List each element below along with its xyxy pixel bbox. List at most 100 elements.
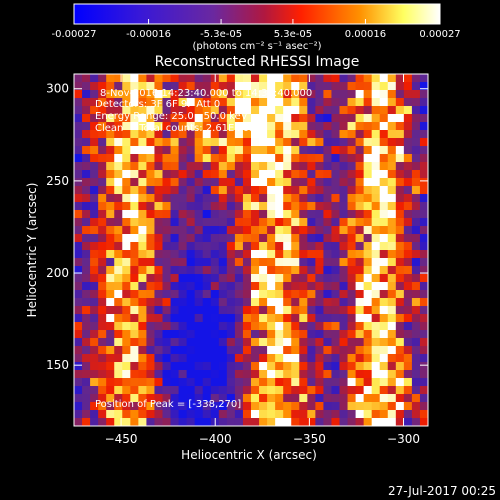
heatmap-cell [154, 178, 164, 187]
heatmap-cell [395, 274, 405, 283]
heatmap-cell [259, 162, 268, 171]
heatmap-cell [138, 354, 148, 363]
heatmap-cell [403, 314, 413, 323]
heatmap-cell [411, 106, 421, 115]
heatmap-cell [371, 186, 381, 195]
heatmap-cell [403, 138, 413, 147]
heatmap-cell [323, 242, 333, 251]
y-tick-label: 200 [46, 266, 69, 280]
heatmap-cell [170, 394, 180, 403]
heatmap-cell [210, 346, 220, 355]
heatmap-cell [307, 250, 316, 259]
heatmap-cell [347, 402, 357, 411]
heatmap-cell [234, 282, 244, 291]
heatmap-cell [74, 346, 83, 355]
heatmap-cell [307, 346, 316, 355]
heatmap-cell [299, 234, 308, 243]
heatmap-cell [162, 274, 172, 283]
heatmap-cell [403, 90, 413, 99]
heatmap-cell [202, 234, 212, 243]
heatmap-cell [154, 122, 164, 131]
heatmap-cell [315, 266, 325, 275]
heatmap-cell [138, 178, 148, 187]
heatmap-cell [331, 154, 341, 163]
heatmap-cell [251, 194, 260, 203]
heatmap-cell [218, 402, 228, 411]
heatmap-cell [98, 418, 107, 426]
heatmap-cell [323, 114, 333, 123]
heatmap-cell [299, 178, 308, 187]
heatmap-cell [315, 194, 325, 203]
heatmap-cell [162, 98, 172, 107]
heatmap-cell [307, 82, 316, 91]
heatmap-cell [387, 90, 397, 99]
heatmap-cell [307, 370, 316, 379]
heatmap-cell [371, 290, 381, 299]
heatmap-cell [234, 290, 244, 299]
heatmap-cell [210, 202, 220, 211]
heatmap-cell [323, 418, 333, 426]
heatmap-cell [355, 98, 365, 107]
heatmap-cell [291, 370, 300, 379]
heatmap-cell [194, 322, 204, 331]
heatmap-cell [387, 162, 397, 171]
heatmap-cell [178, 226, 188, 235]
heatmap-cell [130, 178, 139, 187]
heatmap-cell [170, 138, 180, 147]
heatmap-cell [202, 298, 212, 307]
heatmap-cell [106, 402, 115, 411]
heatmap-cell [379, 74, 389, 83]
heatmap-cell [194, 346, 204, 355]
heatmap-cell [291, 330, 300, 339]
heatmap-cell [275, 306, 284, 315]
heatmap-cell [307, 218, 316, 227]
heatmap-cell [339, 138, 349, 147]
heatmap-cell [98, 282, 107, 291]
heatmap-cell [170, 146, 180, 155]
heatmap-cell [387, 386, 397, 395]
heatmap-cell [283, 226, 292, 235]
heatmap-cell [106, 298, 115, 307]
heatmap-cell [355, 186, 365, 195]
heatmap-cell [371, 90, 381, 99]
heatmap-cell [122, 114, 131, 123]
heatmap-cell [387, 122, 397, 131]
heatmap-cell [218, 258, 228, 267]
heatmap-cell [194, 250, 204, 259]
heatmap-cell [307, 74, 316, 83]
heatmap-cell [186, 170, 196, 179]
heatmap-cell [323, 402, 333, 411]
heatmap-cell [259, 258, 268, 267]
heatmap-cell [186, 242, 196, 251]
heatmap-cell [210, 322, 220, 331]
heatmap-cell [154, 130, 164, 139]
heatmap-cell [162, 186, 172, 195]
heatmap-cell [379, 282, 389, 291]
heatmap-cell [299, 258, 308, 267]
heatmap-cell [194, 314, 204, 323]
heatmap-cell [363, 186, 373, 195]
heatmap-cell [226, 250, 236, 259]
heatmap-cell [114, 370, 123, 379]
heatmap-cell [218, 178, 228, 187]
heatmap-cell [347, 106, 357, 115]
heatmap-cell [90, 114, 99, 123]
x-axis-label: Heliocentric X (arcsec) [181, 448, 317, 462]
heatmap-cell [331, 346, 341, 355]
heatmap-cell [291, 186, 300, 195]
heatmap-cell [339, 242, 349, 251]
heatmap-cell [347, 298, 357, 307]
heatmap-cell [74, 362, 83, 371]
heatmap-cell [379, 250, 389, 259]
heatmap-cell [234, 98, 244, 107]
heatmap-cell [178, 114, 188, 123]
heatmap-cell [371, 106, 381, 115]
heatmap-cell [242, 274, 252, 283]
heatmap-cell [82, 178, 91, 187]
colorbar-tick-label: 0.00027 [419, 29, 460, 40]
heatmap-cell [363, 274, 373, 283]
heatmap-cell [106, 410, 115, 419]
heatmap-cell [90, 378, 99, 387]
heatmap-cell [307, 186, 316, 195]
heatmap-cell [331, 210, 341, 219]
